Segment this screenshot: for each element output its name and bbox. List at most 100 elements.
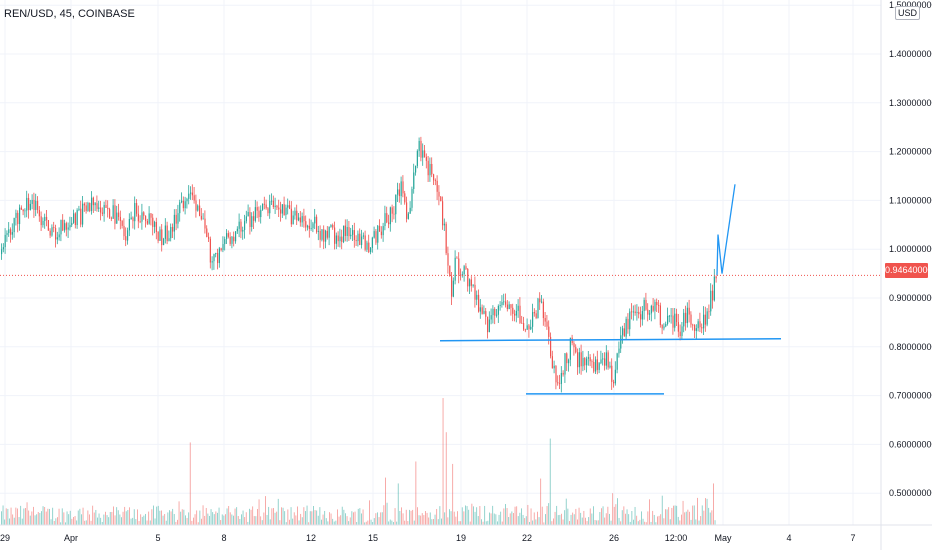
volume-bar <box>385 477 386 525</box>
volume-bar <box>497 521 498 525</box>
candle-body <box>254 207 256 221</box>
candle-body <box>211 261 213 263</box>
volume-bar <box>569 521 570 525</box>
volume-bar <box>185 515 186 525</box>
volume-bar <box>85 520 87 525</box>
volume-bar <box>164 514 166 525</box>
candle-body <box>119 216 121 221</box>
time-tick-label: 7 <box>850 533 855 543</box>
candle-body <box>179 202 181 214</box>
volume-bar <box>436 508 438 525</box>
volume-bar <box>301 517 303 525</box>
currency-badge[interactable]: USD <box>894 6 920 20</box>
volume-bar <box>706 498 708 525</box>
candle-body <box>568 359 570 364</box>
volume-bar <box>277 498 279 525</box>
candle-body <box>238 221 240 229</box>
volume-bar <box>591 513 593 525</box>
candle-body <box>242 229 244 232</box>
volume-bar <box>565 498 567 525</box>
volume-bar <box>41 511 42 525</box>
volume-bar <box>681 514 682 525</box>
candle-body <box>546 321 548 327</box>
volume-bar <box>25 508 26 525</box>
candle-body <box>310 228 312 229</box>
volume-bar <box>60 522 62 525</box>
volume-bar <box>421 513 423 525</box>
time-axis[interactable]: 29 Apr 5 8 12 15 19 22 26 12:00 May 4 7 <box>0 524 932 543</box>
candle-body <box>539 298 541 303</box>
candle-body <box>215 253 217 255</box>
candle-body <box>371 237 373 248</box>
volume-bar <box>169 510 170 525</box>
volume-bar <box>165 520 167 525</box>
candle-body <box>499 305 501 306</box>
volume-bar <box>399 511 401 525</box>
volume-bar <box>138 521 140 525</box>
candle-body <box>667 315 669 324</box>
price-tick-label: 1.40000000 <box>889 49 932 59</box>
volume-bar <box>693 505 695 525</box>
candle-body <box>535 313 537 318</box>
volume-bar <box>145 513 146 525</box>
volume-bar <box>713 483 714 525</box>
candle-body <box>645 299 647 310</box>
volume-bar <box>578 507 580 525</box>
candle-body <box>164 225 166 239</box>
volume-bar <box>2 505 4 525</box>
candle-body <box>519 305 521 323</box>
candle-body <box>116 212 118 224</box>
candle-body <box>166 225 168 242</box>
volume-bar <box>577 519 578 525</box>
volume-bar <box>601 508 602 525</box>
volume-bar <box>186 517 188 525</box>
volume-bar <box>244 517 246 525</box>
grid <box>0 0 881 525</box>
volume-bar <box>137 509 138 525</box>
price-axis[interactable]: 1.50000000 1.40000000 1.30000000 1.20000000… <box>880 0 932 550</box>
volume-bar <box>97 517 98 525</box>
candle-body <box>28 197 30 210</box>
volume-bar <box>413 520 415 525</box>
candle-body <box>654 302 656 311</box>
volume-bar <box>308 522 310 525</box>
volume-bar <box>437 519 439 525</box>
candle-body <box>380 231 382 236</box>
candle-body <box>379 225 381 232</box>
volume-bar <box>517 516 519 525</box>
candle-body <box>64 223 66 231</box>
price-tick-label: 0.80000000 <box>889 342 932 352</box>
volume-bar <box>189 442 191 525</box>
candle-body <box>364 235 366 250</box>
candle-body <box>604 358 606 366</box>
volume-bar <box>428 517 430 525</box>
candle-body <box>226 233 228 240</box>
candle-body <box>326 230 328 238</box>
candle-body <box>695 328 697 331</box>
candle-body <box>137 213 139 222</box>
candle-body <box>492 308 494 316</box>
volume-bar <box>228 506 230 525</box>
candle-body <box>623 328 625 337</box>
volume-bar <box>298 520 300 525</box>
volume-bar <box>637 521 639 525</box>
volume-bar <box>111 511 113 525</box>
candle-body <box>573 343 575 348</box>
volume-bar <box>285 522 287 525</box>
candle-body <box>434 180 436 182</box>
volume-bar <box>594 520 596 525</box>
candle-body <box>584 357 586 366</box>
drawings[interactable] <box>439 184 782 395</box>
candle-body <box>8 229 10 234</box>
volume-bar <box>129 507 130 525</box>
candle-body <box>325 230 327 242</box>
volume-bar <box>551 521 553 525</box>
candle-body <box>395 194 397 215</box>
volume-bar <box>177 519 178 525</box>
volume-bar <box>487 520 489 525</box>
candle-body <box>544 318 546 322</box>
candle-body <box>634 311 636 314</box>
candle-body <box>26 197 28 211</box>
